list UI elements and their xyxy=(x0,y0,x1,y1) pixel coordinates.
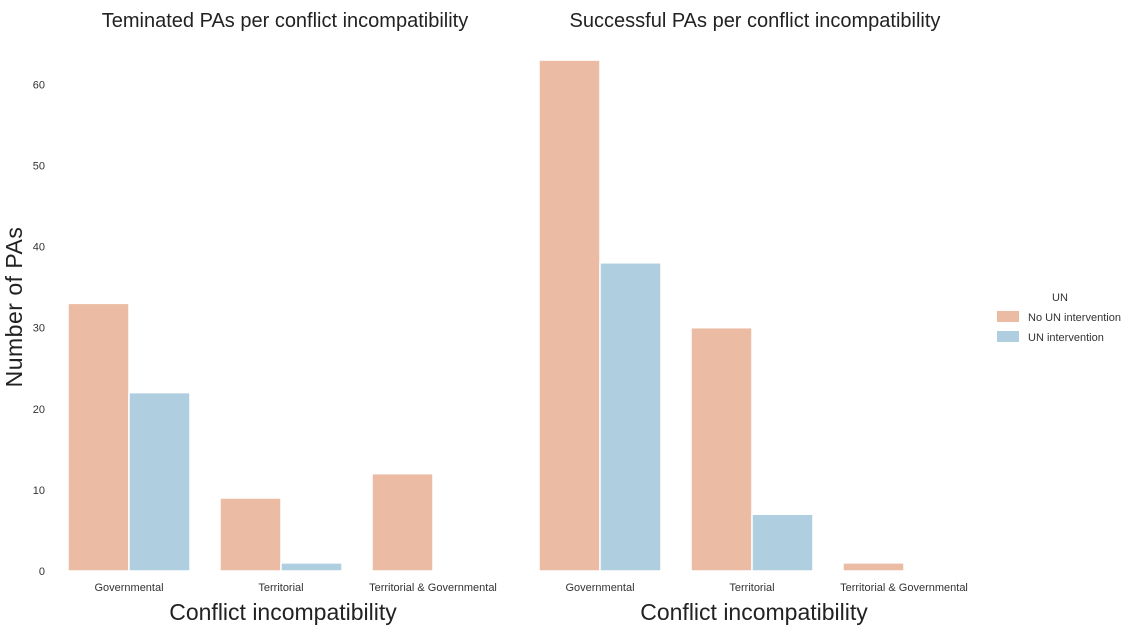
x-axis-label-terminated: Conflict incompatibility xyxy=(169,599,397,625)
y-tick-label: 10 xyxy=(33,485,45,497)
x-tick-label: Territorial & Governmental xyxy=(369,582,497,594)
x-tick-label: Territorial xyxy=(729,582,774,594)
legend-label-un-intervention: UN intervention xyxy=(1028,332,1104,344)
y-tick-label: 50 xyxy=(33,161,45,173)
y-tick-label: 20 xyxy=(33,404,45,416)
bar-governmental-no-un-intervention xyxy=(67,302,130,572)
bar-governmental-un-intervention xyxy=(128,391,191,572)
x-tick-label: Governmental xyxy=(565,582,634,594)
x-tick-label: Territorial & Governmental xyxy=(840,582,968,594)
bar-territorial-governmental-no-un-intervention xyxy=(842,562,905,572)
bar-territorial-no-un-intervention xyxy=(219,497,282,572)
y-tick-label: 30 xyxy=(33,323,45,335)
plot-terminated: 0 10 20 30 40 50 60 Governmental Territorial Terr… xyxy=(33,79,497,594)
legend-swatch-no-un-intervention xyxy=(997,311,1019,322)
bar-territorial-no-un-intervention xyxy=(690,326,753,572)
legend: UN No UN intervention UN intervention xyxy=(997,292,1121,344)
y-tick-label: 60 xyxy=(33,79,45,91)
bar-territorial-governmental-no-un-intervention xyxy=(371,472,434,572)
legend-title: UN xyxy=(1052,292,1068,304)
y-tick-label: 0 xyxy=(39,566,45,578)
legend-label-no-un-intervention: No UN intervention xyxy=(1028,312,1121,324)
chart-title-successful: Successful PAs per conflict incompatibil… xyxy=(570,10,941,32)
x-tick-label: Governmental xyxy=(94,582,163,594)
legend-swatch-un-intervention xyxy=(997,331,1019,342)
bar-territorial-un-intervention xyxy=(751,513,814,572)
bar-governmental-no-un-intervention xyxy=(538,59,601,572)
bar-governmental-un-intervention xyxy=(599,262,662,572)
y-tick-label: 40 xyxy=(33,242,45,254)
bar-territorial-un-intervention xyxy=(280,562,343,572)
plot-successful: Governmental Territorial Territorial & Gov… xyxy=(538,59,968,594)
y-axis-label: Number of PAs xyxy=(1,227,27,388)
chart-title-terminated: Teminated PAs per conflict incompatibili… xyxy=(102,10,468,32)
x-axis-label-successful: Conflict incompatibility xyxy=(640,599,868,625)
x-tick-label: Territorial xyxy=(258,582,303,594)
